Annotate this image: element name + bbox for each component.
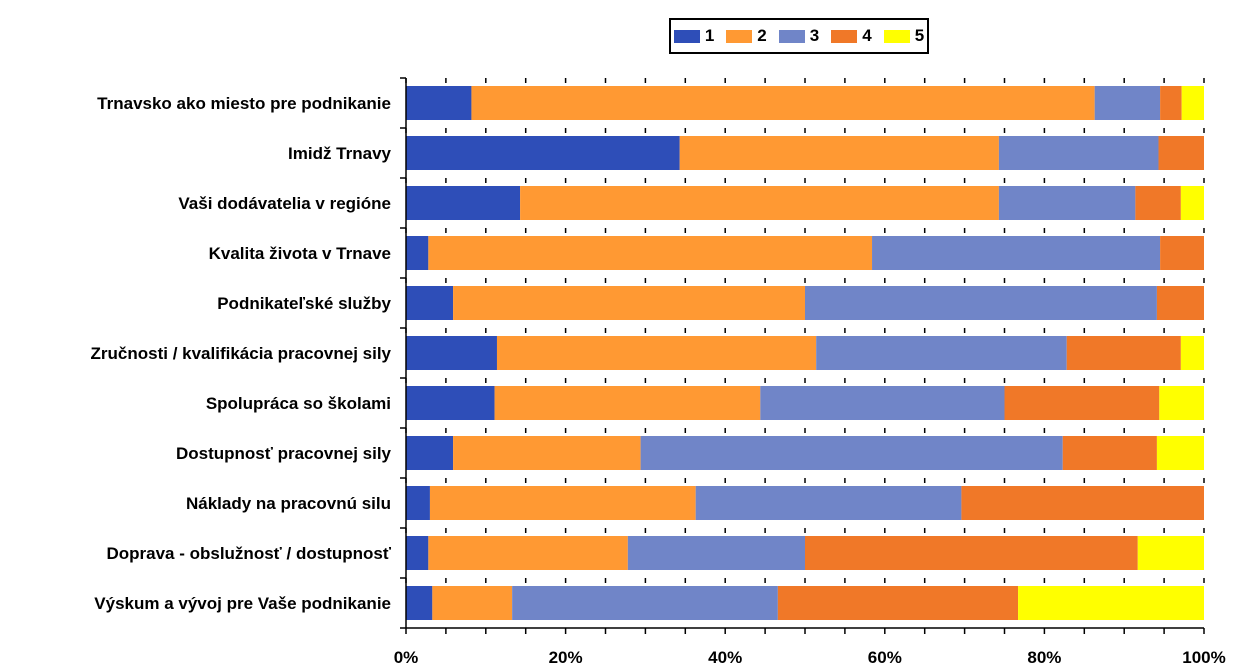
bar-vasi-dodavatelia-v-regione-series-4 [1135,186,1181,220]
bar-dostupnost-pracovnej-sily-series-1 [406,436,454,470]
bar-zrucnosti-kvalifikacia-pracovnej-sily-series-5 [1180,336,1204,370]
bar-kvalita-zivota-v-trnave-series-2 [428,236,873,270]
legend-swatch [726,29,753,43]
legend-label: 3 [809,26,820,45]
legend-label: 5 [914,26,925,45]
bar-doprava-obsluznost-dostupnost-series-4 [805,536,1138,570]
legend-label: 2 [757,26,767,45]
category-label: Kvalita života v Trnave [209,244,391,263]
legend-label: 4 [862,26,872,45]
category-label: Doprava - obslužnosť / dostupnosť [106,544,391,563]
bar-vasi-dodavatelia-v-regione-series-1 [406,186,521,220]
bar-podnikatelske-sluzby-series-1 [406,286,454,320]
legend-swatch [778,29,805,43]
bar-naklady-na-pracovnu-silu-series-3 [695,486,962,520]
bar-podnikatelske-sluzby-series-4 [1156,286,1204,320]
legend-item-3: 3 [778,26,820,46]
bar-vyskum-a-vyvoj-pre-vase-podnikanie-series-3 [512,586,778,620]
bar-kvalita-zivota-v-trnave-series-4 [1160,236,1204,270]
bar-trnavsko-ako-miesto-pre-podnikanie-series-3 [1094,86,1161,120]
category-label: Spolupráca so školami [206,394,391,413]
legend-item-5: 5 [883,26,925,46]
bar-naklady-na-pracovnu-silu-series-1 [406,486,430,520]
bar-kvalita-zivota-v-trnave-series-1 [406,236,429,270]
x-tick-label: 20% [549,648,583,666]
bar-spolupraca-so-skolami-series-4 [1004,386,1160,420]
x-tick-label: 100% [1182,648,1225,666]
bar-imidz-trnavy-series-4 [1158,136,1204,170]
legend-item-1: 1 [673,26,715,46]
bar-vyskum-a-vyvoj-pre-vase-podnikanie-series-4 [777,586,1019,620]
bar-vyskum-a-vyvoj-pre-vase-podnikanie-series-2 [432,586,513,620]
legend-item-2: 2 [726,26,767,46]
bar-vasi-dodavatelia-v-regione-series-5 [1180,186,1204,220]
legend-swatch [883,29,910,43]
bar-zrucnosti-kvalifikacia-pracovnej-sily-series-2 [496,336,817,370]
bar-zrucnosti-kvalifikacia-pracovnej-sily-series-3 [816,336,1067,370]
bar-imidz-trnavy-series-2 [679,136,999,170]
x-tick-label: 40% [708,648,742,666]
category-label: Dostupnosť pracovnej sily [176,444,392,463]
bar-dostupnost-pracovnej-sily-series-4 [1062,436,1157,470]
category-label: Výskum a vývoj pre Vaše podnikanie [94,594,391,613]
bar-doprava-obsluznost-dostupnost-series-2 [428,536,628,570]
category-label: Zručnosti / kvalifikácia pracovnej sily [91,344,392,363]
bar-vasi-dodavatelia-v-regione-series-3 [998,186,1136,220]
bar-spolupraca-so-skolami-series-2 [494,386,761,420]
bar-dostupnost-pracovnej-sily-series-3 [640,436,1063,470]
bar-vyskum-a-vyvoj-pre-vase-podnikanie-series-5 [1018,586,1204,620]
legend-swatch [831,29,858,43]
x-tick-label: 80% [1027,648,1061,666]
bar-naklady-na-pracovnu-silu-series-4 [961,486,1204,520]
bar-trnavsko-ako-miesto-pre-podnikanie-series-5 [1181,86,1204,120]
bar-doprava-obsluznost-dostupnost-series-3 [627,536,805,570]
bar-trnavsko-ako-miesto-pre-podnikanie-series-2 [471,86,1095,120]
bar-spolupraca-so-skolami-series-3 [760,386,1005,420]
bar-vasi-dodavatelia-v-regione-series-2 [520,186,999,220]
bar-zrucnosti-kvalifikacia-pracovnej-sily-series-1 [406,336,497,370]
category-label: Podnikateľské služby [217,294,391,313]
bar-imidz-trnavy-series-1 [406,136,680,170]
bar-kvalita-zivota-v-trnave-series-3 [872,236,1161,270]
bar-podnikatelske-sluzby-series-3 [805,286,1157,320]
bar-naklady-na-pracovnu-silu-series-2 [429,486,696,520]
category-label: Náklady na pracovnú silu [186,494,391,513]
bar-dostupnost-pracovnej-sily-series-2 [453,436,641,470]
chart-legend: 1 2 3 4 5 [669,18,929,54]
bar-trnavsko-ako-miesto-pre-podnikanie-series-4 [1160,86,1182,120]
bar-dostupnost-pracovnej-sily-series-5 [1156,436,1204,470]
bar-doprava-obsluznost-dostupnost-series-5 [1137,536,1204,570]
bar-trnavsko-ako-miesto-pre-podnikanie-series-1 [406,86,472,120]
category-label: Vaši dodávatelia v regióne [178,194,391,213]
bar-doprava-obsluznost-dostupnost-series-1 [406,536,429,570]
category-label: Imidž Trnavy [288,144,392,163]
bar-imidz-trnavy-series-3 [998,136,1159,170]
bar-spolupraca-so-skolami-series-5 [1159,386,1204,420]
bar-vyskum-a-vyvoj-pre-vase-podnikanie-series-1 [406,586,433,620]
bar-spolupraca-so-skolami-series-1 [406,386,495,420]
bar-podnikatelske-sluzby-series-2 [453,286,805,320]
legend-label: 1 [704,26,715,45]
legend-item-4: 4 [831,26,872,46]
category-label: Trnavsko ako miesto pre podnikanie [97,94,391,113]
x-tick-label: 0% [394,648,419,666]
x-tick-label: 60% [868,648,902,666]
bar-zrucnosti-kvalifikacia-pracovnej-sily-series-4 [1066,336,1181,370]
legend-swatch [673,29,700,43]
